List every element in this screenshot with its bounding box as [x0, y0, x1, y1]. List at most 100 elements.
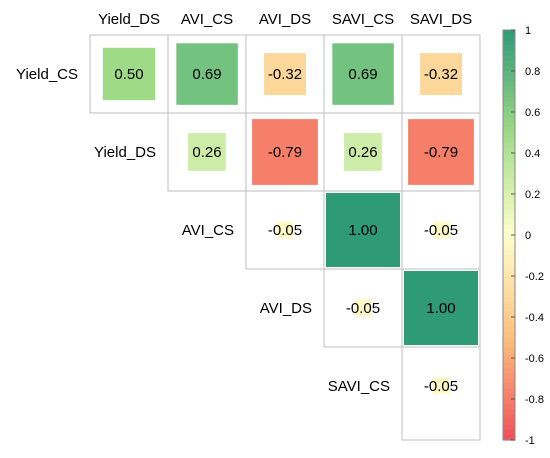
cell-value-label: 1.00 [348, 222, 377, 239]
colorbar-segment [503, 209, 515, 216]
cell-value-label: 0.26 [192, 144, 221, 161]
heatmap-cell [326, 193, 400, 267]
colorbar-segment [503, 378, 515, 385]
colorbar-segment [503, 40, 515, 46]
colorbar-segment [503, 214, 515, 221]
cell-value-label: -0.05 [268, 222, 302, 239]
colorbar-segment [503, 117, 515, 123]
colorbar-segment [503, 106, 515, 113]
colorbar-segment [503, 270, 515, 277]
colorbar-segment [503, 429, 515, 436]
heatmap-cell [354, 299, 372, 317]
colorbar-segment [503, 199, 515, 205]
colorbar-segment [503, 399, 515, 405]
colorbar-segment [503, 229, 515, 236]
colorbar-segment [503, 240, 515, 246]
colorbar-segment [503, 158, 515, 164]
colorbar-segment [503, 245, 515, 251]
colorbar-tick-label: 0.4 [525, 148, 540, 160]
colorbar-segment [503, 317, 515, 323]
colorbar-segment [503, 404, 515, 410]
colorbar-segment [503, 101, 515, 108]
grid-layer [89, 34, 481, 441]
colorbar-tick-label: 1 [525, 25, 531, 37]
colorbar-segment [503, 358, 515, 364]
colorbar-segment [503, 286, 515, 292]
colorbar-segment [503, 81, 515, 87]
colorbar-tick-label: -0.4 [525, 312, 544, 324]
row-label: AVI_DS [260, 300, 312, 317]
cell-value-label: 0.69 [192, 66, 221, 83]
grid-cell [401, 346, 481, 441]
cell-value-label: -0.05 [424, 378, 458, 395]
colorbar-segment [503, 434, 515, 441]
heatmap-cell [432, 377, 450, 395]
colorbar-segment [503, 332, 515, 339]
column-label: AVI_CS [181, 11, 233, 28]
colorbar-segment [503, 147, 515, 154]
cell-value-label: -0.79 [424, 144, 458, 161]
colorbar-segment [503, 383, 515, 390]
cell-value-label: -0.79 [268, 144, 302, 161]
column-label: Yield_DS [98, 11, 160, 28]
colorbar-segment [503, 35, 515, 41]
cell-value-label: 0.50 [114, 66, 143, 83]
colorbar-segment [503, 235, 515, 241]
colorbar-segment [503, 91, 515, 98]
colorbar-segment [503, 255, 515, 262]
colorbar-segment [503, 301, 515, 308]
colorbar-segment [503, 132, 515, 139]
colorbar-segment [503, 86, 515, 93]
cell-value-label: 1.00 [426, 300, 455, 317]
column-label: AVI_DS [259, 11, 311, 28]
colorbar-segment [503, 363, 515, 369]
heatmap-cell [420, 53, 462, 95]
colorbar-segment [503, 112, 515, 118]
row-label: SAVI_CS [328, 378, 390, 395]
colorbar-segment [503, 127, 515, 134]
column-label: SAVI_CS [332, 11, 394, 28]
colorbar-segment [503, 30, 515, 36]
colorbar-segment [503, 281, 515, 287]
colorbar-segment [503, 137, 515, 144]
cell-value-label: 0.26 [348, 144, 377, 161]
colorbar-segment [503, 96, 515, 103]
colorbar-segment [503, 393, 515, 400]
colorbar-segment [503, 163, 515, 169]
column-label: SAVI_DS [410, 11, 472, 28]
heatmap-cell [264, 53, 306, 95]
heatmap-cell [432, 221, 450, 239]
cell-layer [102, 43, 478, 395]
colorbar-segment [503, 153, 515, 159]
row-label: Yield_CS [16, 66, 78, 83]
colorbar-segment [503, 260, 515, 267]
cell-value-label: -0.32 [268, 66, 302, 83]
colorbar-segment [503, 183, 515, 190]
colorbar-segment [503, 224, 515, 231]
colorbar-segment [503, 219, 515, 226]
colorbar-segment [503, 204, 515, 210]
row-label: AVI_CS [182, 222, 234, 239]
colorbar-tick-label: -0.2 [525, 271, 544, 283]
cell-value-label: 0.69 [348, 66, 377, 83]
colorbar-tick-label: 0.2 [525, 189, 540, 201]
colorbar-segment [503, 306, 515, 313]
cell-value-label: -0.32 [424, 66, 458, 83]
colorbar-segment [503, 65, 515, 72]
colorbar-segment [503, 122, 515, 128]
heatmap-cell [344, 133, 382, 171]
colorbar-tick-label: 0 [525, 230, 531, 242]
colorbar-segment [503, 342, 515, 349]
row-label: Yield_DS [94, 144, 156, 161]
colorbar-segment [503, 265, 515, 272]
colorbar-segment [503, 55, 515, 62]
colorbar-segment [503, 250, 515, 257]
heatmap-cell [276, 221, 294, 239]
colorbar-segment [503, 347, 515, 354]
colorbar-segment [503, 178, 515, 185]
colorbar-segment [503, 352, 515, 359]
heatmap-cell [188, 133, 226, 171]
colorbar-segment [503, 291, 515, 298]
colorbar-segment [503, 424, 515, 431]
